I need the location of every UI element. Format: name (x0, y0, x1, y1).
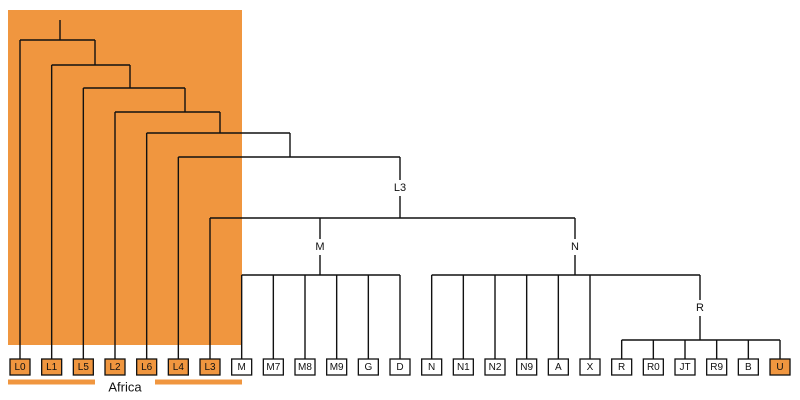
leaf-label: L3 (204, 362, 216, 373)
leaf-label: L5 (78, 362, 90, 373)
leaf-label: M8 (298, 362, 312, 373)
leaf-label: M7 (266, 362, 280, 373)
leaf-label: D (396, 362, 403, 373)
leaf-box (262, 358, 284, 376)
africa-region (8, 10, 242, 345)
leaf-box (357, 358, 379, 376)
leaf-box (104, 358, 126, 376)
clade-label: L3 (394, 182, 406, 194)
leaf-box (579, 358, 601, 376)
clade-label: M (315, 241, 324, 253)
leaf-label: G (364, 362, 372, 373)
clade-label-bg (691, 300, 709, 316)
leaf-label: L4 (173, 362, 185, 373)
leaf-label: A (555, 362, 562, 373)
leaf-label: L1 (46, 362, 58, 373)
leaf-box (547, 358, 569, 376)
clade-label: N (571, 241, 579, 253)
clade-label-bg (391, 180, 409, 196)
labels: L0 L1 L5 L2 L6 L4 L3 M M7 M8 M9 G D N N1 N2 N9 A X R R0 JT R9 B… (9, 180, 791, 376)
leaf-box (326, 358, 348, 376)
leaf-label: M9 (330, 362, 344, 373)
leaf-box (769, 358, 791, 376)
leaf-label: N (428, 362, 435, 373)
leaf-box (9, 358, 31, 376)
leaf-box (231, 358, 253, 376)
leaf-label: R (618, 362, 625, 373)
leaf-box (706, 358, 728, 376)
clade-label: R (696, 302, 704, 314)
leaf-box (136, 358, 158, 376)
leaf-label: N9 (520, 362, 533, 373)
leaf-box (611, 358, 633, 376)
leaf-label: X (587, 362, 594, 373)
leaf-box (674, 358, 696, 376)
leaf-label: M (237, 362, 245, 373)
leaf-label: N2 (489, 362, 502, 373)
leaf-label: L0 (14, 362, 26, 373)
clade-label-bg (311, 239, 329, 255)
leaf-box (484, 358, 506, 376)
leaf-label: B (745, 362, 752, 373)
leaf-label: L6 (141, 362, 153, 373)
region-label: Africa (108, 379, 142, 394)
leaf-label: N1 (457, 362, 470, 373)
leaf-label: U (776, 362, 783, 373)
leaf-label: L2 (109, 362, 121, 373)
leaf-box (389, 358, 411, 376)
leaf-box (642, 358, 664, 376)
leaf-box (72, 358, 94, 376)
leaf-box (199, 358, 221, 376)
leaf-box (41, 358, 63, 376)
leaf-box (167, 358, 189, 376)
leaf-label: R9 (710, 362, 723, 373)
leaf-box (516, 358, 538, 376)
clade-label-bg (566, 239, 584, 255)
leaf-box (421, 358, 443, 376)
leaf-box (452, 358, 474, 376)
leaf-label: JT (679, 362, 690, 373)
leaf-box (294, 358, 316, 376)
leaf-box (737, 358, 759, 376)
leaf-label: R0 (647, 362, 660, 373)
